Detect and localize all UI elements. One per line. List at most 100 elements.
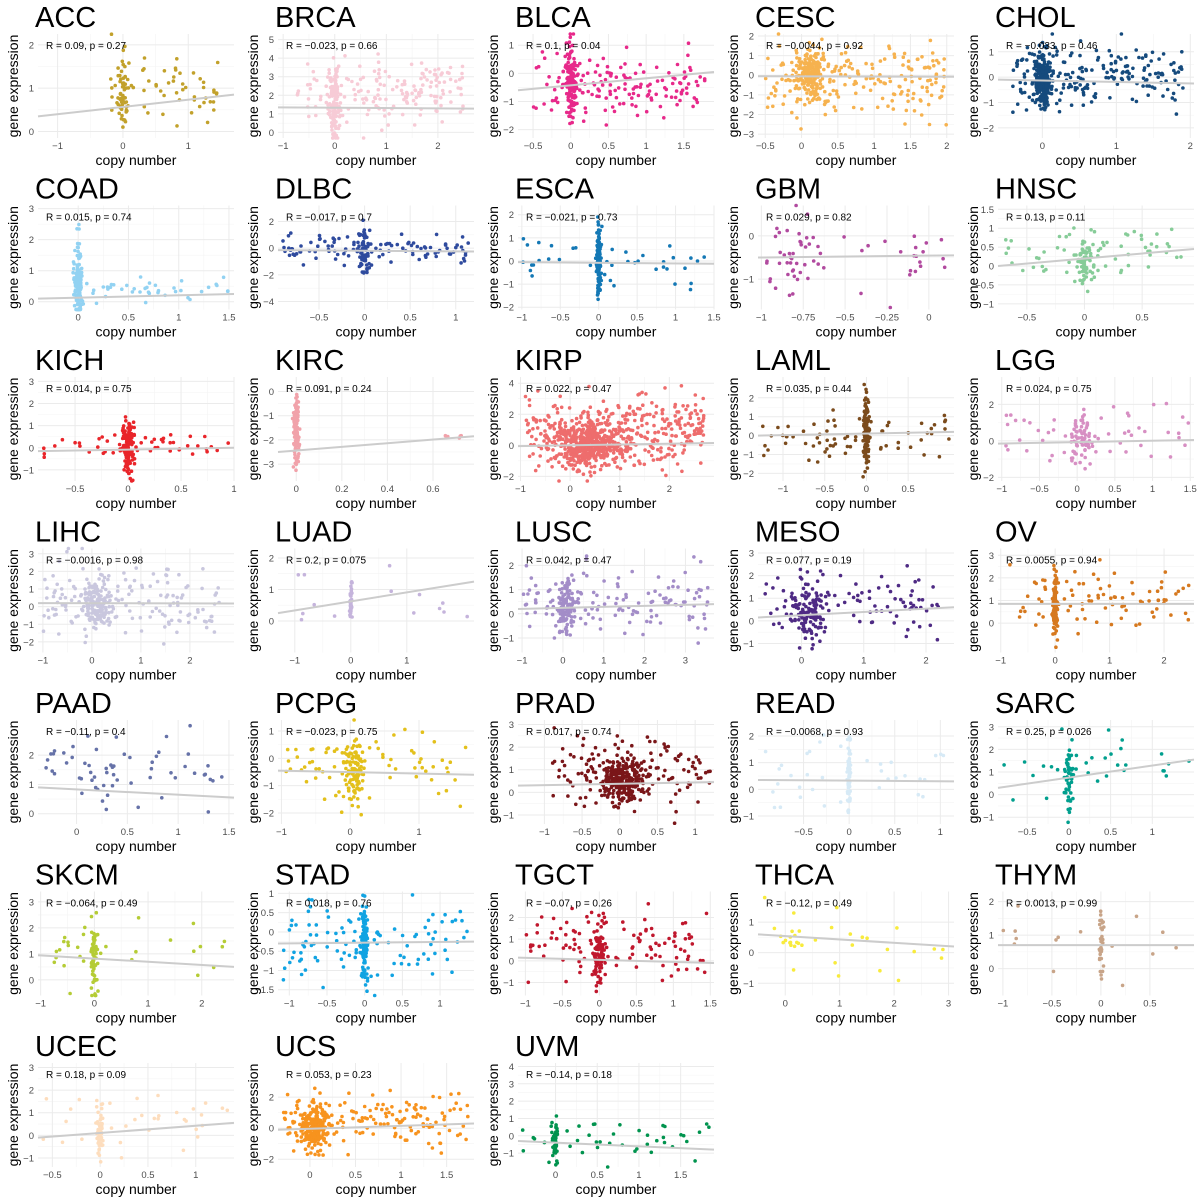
data-point [1157, 57, 1161, 61]
data-point [805, 52, 809, 56]
data-point [168, 440, 172, 445]
data-point [132, 461, 137, 466]
panel-title: KICH [35, 345, 104, 377]
data-point [64, 608, 68, 612]
data-point [1141, 76, 1146, 80]
x-tick-label: 0.6 [426, 484, 439, 495]
data-point [569, 456, 573, 461]
data-point [845, 444, 850, 449]
data-point [584, 448, 588, 453]
data-point [930, 51, 935, 55]
data-point [601, 56, 606, 61]
data-point [79, 592, 84, 597]
data-point [693, 408, 698, 413]
data-point [148, 584, 152, 588]
data-point [892, 52, 897, 56]
data-point [146, 111, 150, 115]
data-point [1164, 401, 1169, 406]
data-point [104, 610, 108, 615]
data-point [291, 465, 296, 469]
data-point [919, 99, 923, 103]
data-point [867, 596, 872, 600]
data-point [630, 612, 635, 617]
data-point [376, 93, 380, 97]
y-axis-title: gene expression [5, 549, 21, 652]
y-tick-label: 0 [509, 441, 514, 452]
x-tick-label: −0.5 [815, 484, 834, 495]
data-point [1051, 54, 1055, 58]
data-point [658, 104, 663, 109]
data-point [1035, 98, 1039, 102]
data-point [628, 455, 633, 459]
y-tick-label: 2 [269, 217, 274, 228]
data-point [848, 61, 853, 66]
data-point [631, 609, 636, 613]
data-point [1065, 270, 1069, 275]
data-point [1066, 72, 1070, 77]
data-point [324, 100, 329, 105]
data-point [356, 240, 360, 245]
data-point [1149, 454, 1153, 459]
data-point [794, 48, 798, 53]
data-point [115, 589, 120, 593]
data-point [67, 578, 72, 583]
x-tick-label: 1 [871, 141, 876, 152]
data-point [566, 576, 570, 581]
data-point [77, 271, 82, 276]
data-point [564, 110, 569, 115]
y-tick-label: 2 [29, 567, 34, 578]
data-point [777, 44, 782, 48]
data-point [865, 443, 870, 448]
data-point [364, 98, 369, 102]
data-point [1087, 434, 1091, 439]
data-point [567, 93, 572, 97]
data-point [826, 62, 831, 66]
data-point [1143, 429, 1147, 434]
data-point [87, 590, 92, 594]
data-point [216, 586, 220, 590]
data-point [669, 95, 674, 99]
data-point [569, 440, 573, 445]
data-point [549, 108, 554, 112]
data-point [630, 569, 634, 574]
data-point [308, 87, 313, 91]
data-point [798, 567, 803, 572]
data-point [600, 83, 605, 87]
data-point [1067, 232, 1072, 237]
data-point [142, 88, 146, 93]
data-point [667, 71, 671, 75]
data-point [915, 57, 920, 62]
data-point [93, 582, 97, 587]
data-point [623, 631, 627, 636]
data-point [644, 392, 648, 396]
data-point [1169, 227, 1174, 232]
data-point [544, 435, 548, 440]
data-point [810, 98, 815, 102]
data-point [110, 95, 114, 99]
data-point [101, 597, 105, 602]
data-point [53, 444, 57, 448]
data-point [1085, 289, 1090, 294]
data-point [412, 611, 416, 615]
data-point [51, 594, 56, 599]
data-point [675, 62, 680, 67]
data-point [173, 68, 178, 72]
data-point [66, 546, 71, 551]
data-point [1173, 71, 1178, 75]
data-point [317, 237, 322, 241]
data-point [673, 95, 678, 100]
data-point [589, 465, 594, 469]
data-point [550, 440, 555, 445]
data-point [911, 620, 916, 624]
data-point [116, 73, 120, 78]
data-point [428, 245, 433, 250]
data-point [630, 103, 634, 107]
data-point [925, 89, 930, 94]
data-point [813, 616, 817, 620]
data-point [585, 438, 590, 443]
data-point [782, 94, 787, 98]
data-point [1051, 69, 1055, 73]
data-point [804, 236, 809, 240]
